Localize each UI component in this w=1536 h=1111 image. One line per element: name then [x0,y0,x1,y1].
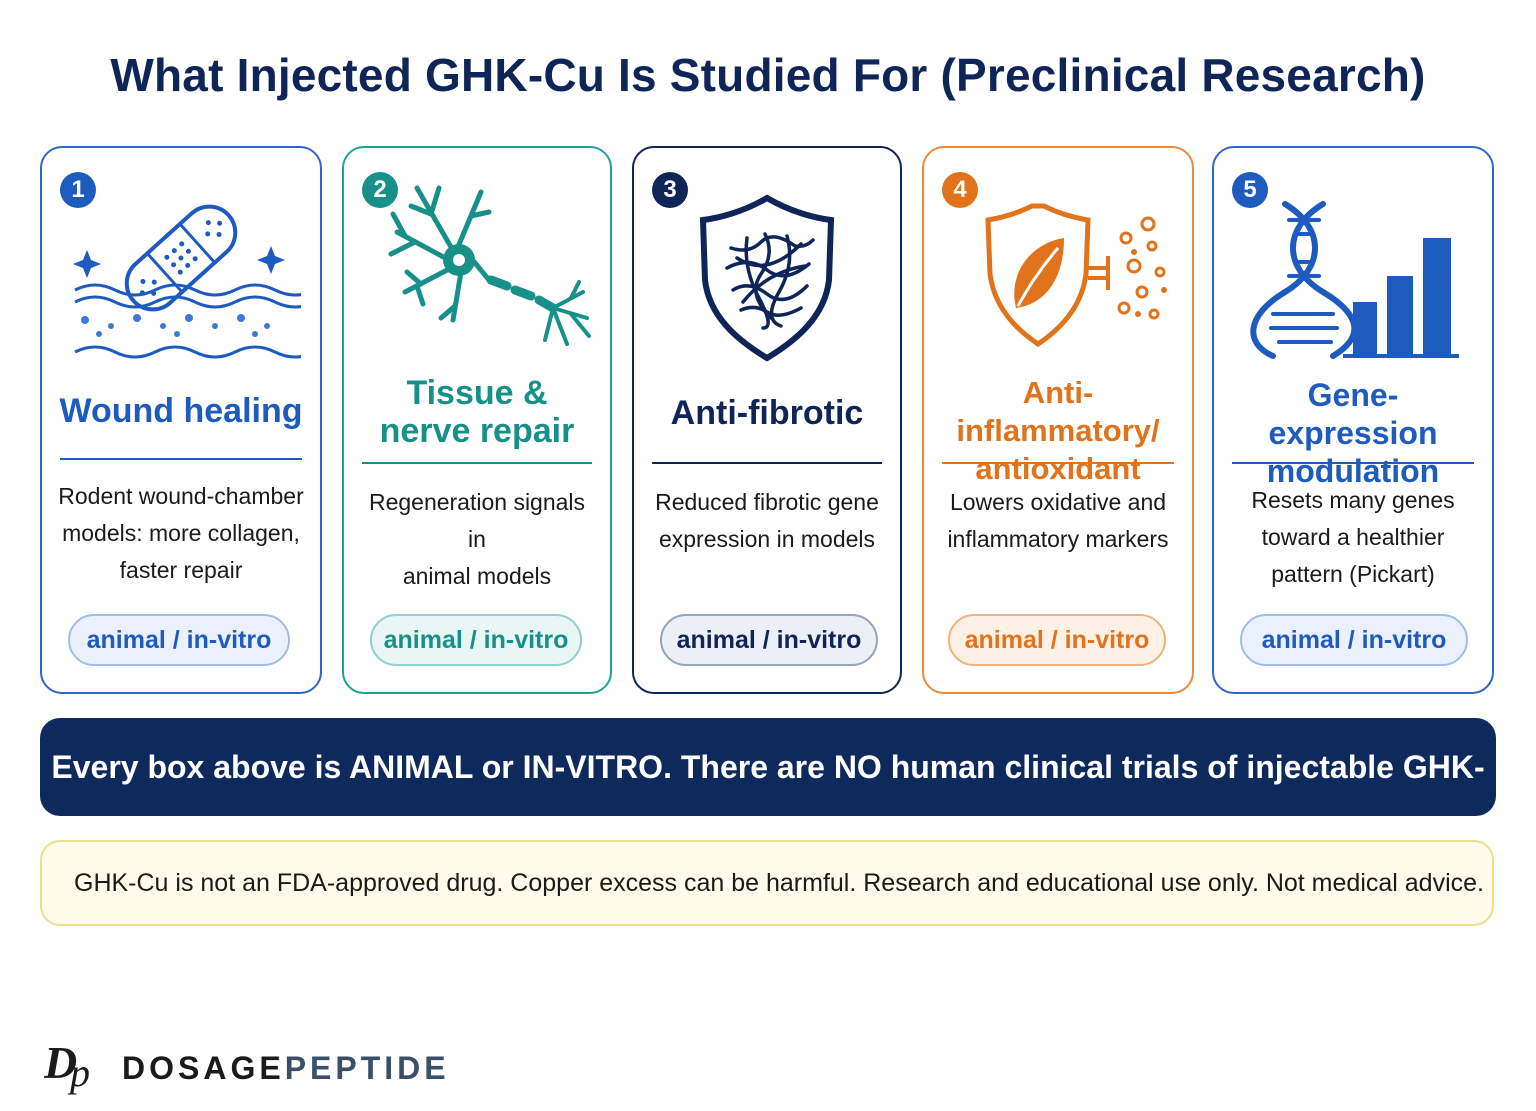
svg-text:p: p [67,1050,90,1095]
card-title-line: Gene-expression [1268,377,1438,451]
card-title-line: Anti-inflammatory/ [956,375,1160,448]
card-wound-healing: 1 Wound healing Rodent wound-chamber mod… [40,146,322,694]
brand-wordmark-peptide: PEPTIDE [284,1050,450,1086]
step-number-badge: 2 [362,172,398,208]
card-title-line: Wound healing [59,392,303,430]
card-title: Anti-inflammatory/ antioxidant [934,374,1182,488]
card-title: Wound healing [52,392,310,430]
description-line: animal models [402,563,552,589]
evidence-tag: animal / in-vitro [370,614,582,666]
description-line: Resets many genes [1251,487,1455,513]
divider [60,458,302,460]
card-description: Regeneration signals in animal models [358,484,596,595]
divider [1232,462,1474,464]
dna-bar-chart-icon [1214,168,1492,368]
card-title-line: antioxidant [975,451,1141,486]
shield-fibers-icon [634,168,900,368]
card-title-line: Anti-fibrotic [670,394,864,432]
evidence-tag: animal / in-vitro [948,614,1166,666]
shield-leaf-icon [924,168,1192,368]
description-line: Reduced fibrotic gene [655,489,879,515]
card-anti-fibrotic: 3 Anti-fibrotic Reduced fibrotic gene ex… [632,146,902,694]
card-title: Gene-expression modulation [1224,376,1482,490]
description-line: toward a healthier [1261,524,1445,550]
dp-monogram-icon: D p [44,1037,90,1095]
evidence-tag: animal / in-vitro [1240,614,1468,666]
card-description: Resets many genes toward a healthier pat… [1228,482,1478,593]
svg-text:D: D [44,1037,77,1088]
card-title: Tissue & nerve repair [354,374,600,450]
card-anti-inflammatory: 4 Anti-inflammatory/ antioxidant Lowers … [922,146,1194,694]
description-line: expression in models [658,526,876,552]
card-title: Anti-fibrotic [644,394,890,432]
card-title-line: nerve repair [379,412,575,450]
description-line: Lowers oxidative and [949,489,1167,515]
card-gene-expression: 5 Gene-expression modulation Resets many… [1212,146,1494,694]
card-description: Rodent wound-chamber models: more collag… [56,478,306,589]
card-tissue-nerve-repair: 2 Tissue & nerve repair Regeneration sig… [342,146,612,694]
description-line: Rodent wound-chamber [58,483,304,509]
brand-wordmark-dosage: DOSAGE [122,1050,285,1086]
card-description: Reduced fibrotic gene expression in mode… [648,484,886,558]
brand-wordmark: DOSAGEPEPTIDE [122,1050,450,1087]
card-title-line: Tissue & [406,374,548,412]
step-number-badge: 1 [60,172,96,208]
card-description: Lowers oxidative and inflammatory marker… [938,484,1178,558]
divider [942,462,1174,464]
description-line: models: more collagen, [62,520,300,546]
disclaimer-notice: GHK-Cu is not an FDA-approved drug. Copp… [40,840,1494,926]
evidence-tag: animal / in-vitro [68,614,290,666]
description-line: Regeneration signals in [368,489,586,552]
neuron-icon [344,168,610,368]
evidence-tag: animal / in-vitro [660,614,878,666]
page-title: What Injected GHK-Cu Is Studied For (Pre… [110,49,1426,101]
divider [362,462,592,464]
description-line: pattern (Pickart) [1271,561,1435,587]
card-title-line: modulation [1266,453,1440,489]
description-line: faster repair [119,557,243,583]
step-number-badge: 3 [652,172,688,208]
cards-row: 1 Wound healing Rodent wound-chamber mod… [40,146,1496,694]
warning-banner: Every box above is ANIMAL or IN-VITRO. T… [40,718,1496,883]
bandage-skin-icon [42,168,320,368]
description-line: inflammatory markers [947,526,1169,552]
step-number-badge: 5 [1232,172,1268,208]
step-number-badge: 4 [942,172,978,208]
divider [652,462,882,464]
